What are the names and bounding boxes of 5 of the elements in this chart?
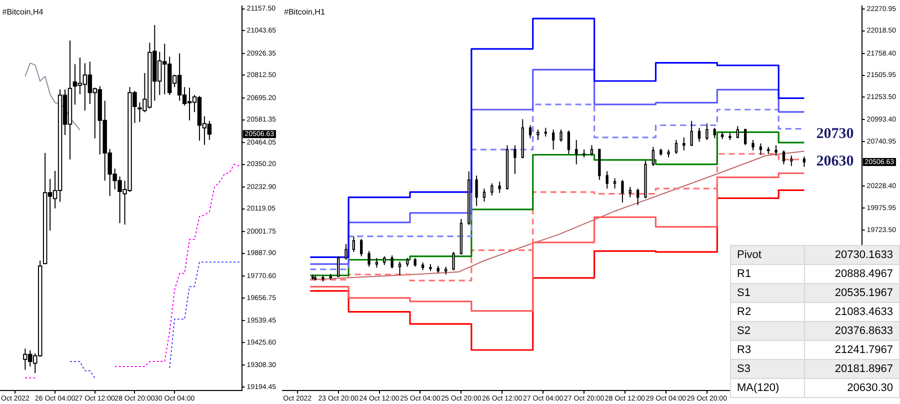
- annotation: 20630: [816, 154, 854, 170]
- annotation: 20730: [816, 126, 854, 142]
- chart-title: #Bitcoin,H1: [284, 7, 326, 16]
- levels-table: Pivot 20730.1633 R1 20888.4967 S1 20535.1967 R2 21083.4633 S2 20376.8633 R3 21241.7967 S3 20181.8967 MA(120) 20630.30: [730, 245, 900, 398]
- chart-title: #Bitcoin,H4: [2, 7, 44, 16]
